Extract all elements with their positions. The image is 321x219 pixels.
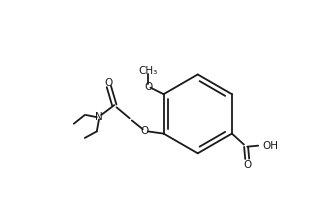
Text: O: O [105, 78, 113, 88]
Text: O: O [243, 160, 251, 170]
Text: O: O [141, 126, 149, 136]
Text: CH₃: CH₃ [139, 66, 158, 76]
Text: O: O [144, 81, 152, 92]
Text: OH: OH [263, 141, 279, 151]
Text: N: N [95, 112, 103, 122]
